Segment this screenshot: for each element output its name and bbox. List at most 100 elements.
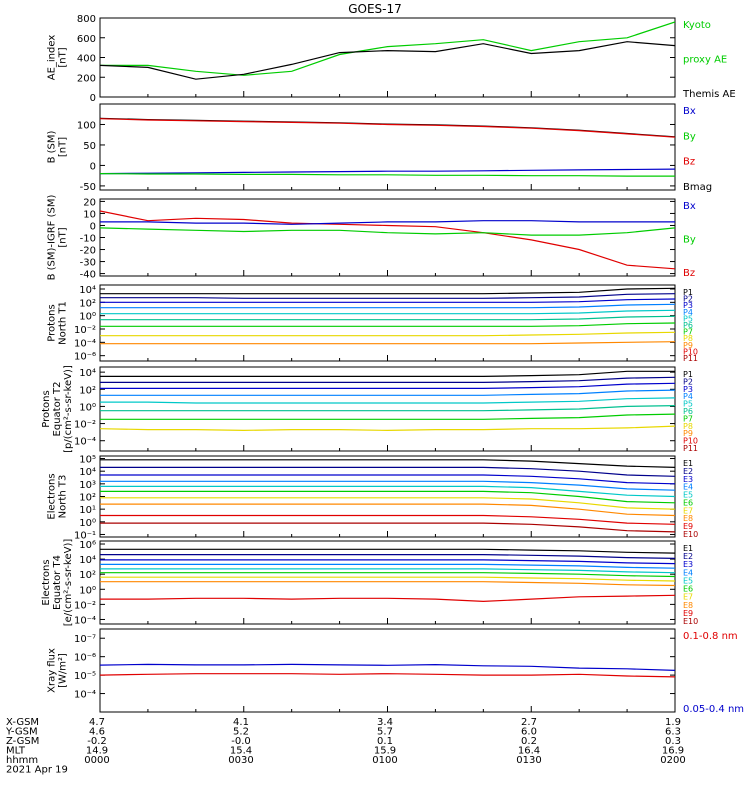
series-line (100, 287, 675, 295)
series-line (100, 497, 675, 510)
y-tick-label: 10⁻² (74, 420, 96, 431)
footer-value: 0200 (660, 755, 685, 766)
y-axis-label: B (SM)-IGRF (SM) (47, 195, 58, 281)
legend-entry: By (683, 131, 696, 142)
y-tick-label: 10² (79, 298, 96, 309)
legend-entry: E9 (683, 609, 693, 618)
y-tick-label: -10 (80, 234, 96, 245)
series-line (100, 298, 675, 303)
y-tick-label: 0 (90, 93, 96, 104)
series-line (100, 466, 675, 477)
panel-ae: 800 600 400 200 0 AE_index [nT] Kyoto proxy AE Th… (47, 14, 736, 104)
legend-entry: 0.1-0.8 nm (683, 631, 738, 642)
footer-value: 16.9 (662, 746, 684, 757)
series-line (100, 21, 675, 76)
legend-entry: P8 (683, 334, 693, 343)
y-axis-label: Equator T4 (52, 555, 63, 610)
legend-entry: P8 (683, 422, 693, 431)
footer-value: 3.4 (377, 717, 393, 728)
footer-row-label: Z-GSM (6, 736, 39, 747)
series-group (100, 663, 675, 678)
footer-value: 0030 (228, 755, 253, 766)
legend-entry: P2 (683, 295, 693, 304)
y-tick-label: 10⁻⁶ (74, 352, 96, 363)
y-tick-label: 10⁻⁴ (74, 437, 96, 448)
series-line (100, 581, 675, 587)
footer-row-label: X-GSM (6, 717, 39, 728)
chart-title: GOES-17 (348, 2, 402, 16)
footer-value: 5.7 (377, 727, 393, 738)
footer-value: 0100 (372, 755, 397, 766)
series-group (100, 21, 675, 80)
legend-entry: E4 (683, 483, 693, 492)
y-tick-label: 10² (79, 570, 96, 581)
footer-value: 4.1 (233, 717, 249, 728)
series-line (100, 405, 675, 412)
series-line (100, 210, 675, 270)
y-axis-label: North T3 (58, 475, 69, 519)
legend-entry: P10 (683, 437, 698, 446)
series-line (100, 293, 675, 299)
legend-entry: E10 (683, 530, 698, 539)
series-line (100, 315, 675, 321)
legend-entry: P9 (683, 429, 693, 438)
series-group (100, 370, 675, 432)
y-axis-label: [nT] (58, 137, 69, 157)
footer-value: 0.2 (521, 736, 537, 747)
y-axis-label: Equator T2 (52, 382, 63, 437)
y-tick-label: 10³ (79, 480, 96, 491)
panel-bsm: 100 50 0 -50 B (SM) [nT] Bx By Bz Bmag (47, 103, 712, 193)
panel-frame (99, 540, 676, 625)
series-line (100, 568, 675, 574)
y-tick-label: 20 (83, 197, 96, 208)
legend-entry: By (683, 235, 696, 246)
footer-value: 1.9 (665, 717, 681, 728)
footer-value: 5.2 (233, 727, 249, 738)
y-tick-label: 10² (79, 493, 96, 504)
legend-entry: E8 (683, 601, 693, 610)
y-axis-label: [W/m²] (58, 653, 69, 688)
y-tick-label: -50 (80, 182, 96, 193)
y-tick-label: 10⁻² (74, 325, 96, 336)
panel-ee: 10⁶ 10⁴ 10² 10⁰ 10⁻² 10⁻⁴ Electrons Equator T4[… (41, 539, 698, 627)
footer-value: 15.4 (230, 746, 252, 757)
series-line (100, 553, 675, 559)
series-group (100, 548, 675, 603)
series-line (100, 173, 675, 177)
y-axis-label: North T1 (58, 301, 69, 345)
y-axis-label: AE_index (47, 35, 58, 81)
y-tick-label: 10⁰ (79, 585, 96, 596)
y-tick-label: 100 (77, 120, 96, 131)
series-line (100, 559, 675, 565)
legend-entry: P6 (683, 407, 693, 416)
legend-entry: E10 (683, 617, 698, 626)
footer-row-label: MLT (6, 746, 26, 757)
series-line (100, 382, 675, 389)
footer-value: 2.7 (521, 717, 537, 728)
y-tick-label: -40 (80, 270, 96, 281)
y-tick-label: 10 (83, 209, 96, 220)
y-axis-label: Xray flux (47, 648, 58, 693)
y-tick-label: 10⁴ (79, 368, 96, 379)
y-axis-label: Protons (41, 390, 52, 427)
series-group (100, 287, 675, 345)
series-line (100, 322, 675, 327)
series-group (100, 210, 675, 270)
series-line (100, 425, 675, 432)
y-tick-label: 10⁶ (79, 540, 96, 551)
series-line (100, 370, 675, 377)
footer-value: -0.2 (87, 736, 107, 747)
panel-frame (99, 628, 676, 713)
legend-entry: P11 (683, 444, 698, 453)
panel-frame (99, 17, 676, 98)
footer-value: 15.9 (374, 746, 396, 757)
footer-value: 4.7 (89, 717, 105, 728)
y-tick-label: 10⁻⁷ (74, 634, 96, 645)
series-line (100, 413, 675, 420)
legend-entry: P10 (683, 347, 698, 356)
footer-value: 0.3 (665, 736, 681, 747)
y-tick-label: -30 (80, 258, 96, 269)
